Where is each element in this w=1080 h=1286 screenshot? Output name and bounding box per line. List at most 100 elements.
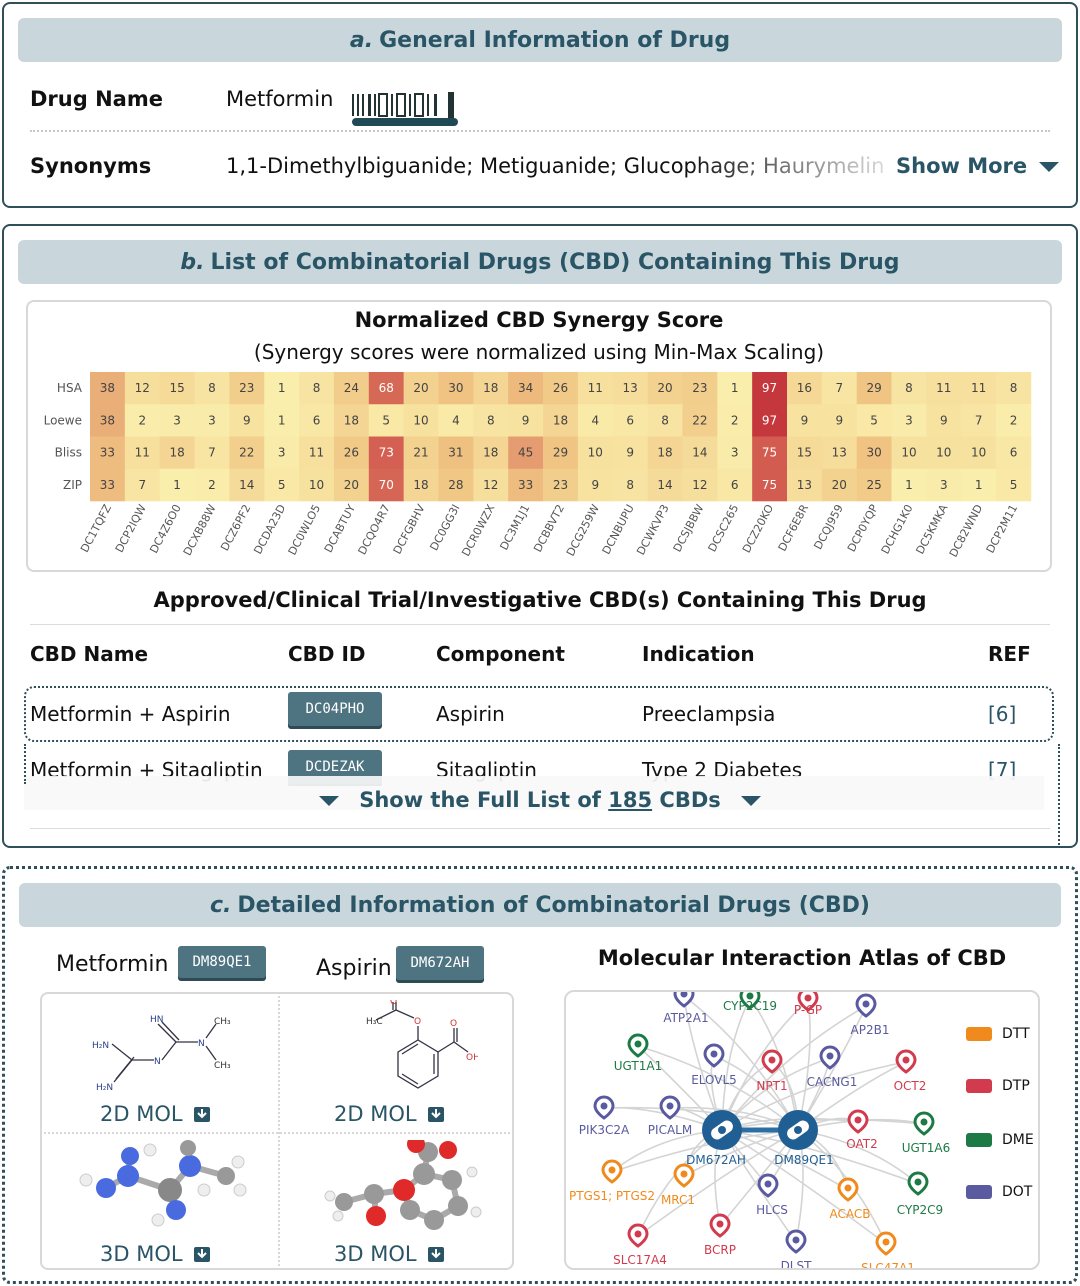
drug2-id-badge[interactable]: DM672AH [396, 946, 484, 980]
heatmap-cell[interactable] [368, 404, 404, 437]
heatmap-cell[interactable] [403, 404, 439, 437]
heatmap-cell[interactable] [961, 372, 997, 405]
heatmap-cell[interactable] [229, 436, 265, 470]
heatmap-cell[interactable] [577, 468, 614, 502]
drug1-id-badge[interactable]: DM89QE1 [178, 946, 266, 978]
heatmap-cell[interactable] [682, 468, 718, 502]
heatmap-cell[interactable] [473, 404, 509, 437]
drug-center-node[interactable]: DM672AH [686, 1110, 746, 1167]
heatmap-cell[interactable] [752, 404, 788, 437]
heatmap-cell[interactable] [926, 404, 962, 437]
heatmap-cell[interactable] [508, 468, 544, 502]
heatmap-cell[interactable] [508, 372, 544, 405]
target-node[interactable]: UGT1A6 [902, 1111, 950, 1155]
heatmap-cell[interactable] [787, 436, 823, 470]
heatmap-cell[interactable] [856, 404, 892, 437]
heatmap-cell[interactable] [891, 404, 927, 437]
table-row[interactable]: Metformin + Aspirin DC04PHO Aspirin Pree… [24, 686, 1054, 742]
heatmap-cell[interactable] [194, 372, 230, 405]
heatmap-cell[interactable] [159, 404, 195, 437]
target-node[interactable]: P-GP [794, 992, 822, 1017]
heatmap-cell[interactable] [90, 468, 126, 502]
target-node[interactable]: ACACB [830, 1177, 871, 1221]
heatmap-cell[interactable] [508, 436, 544, 470]
heatmap-cell[interactable] [821, 468, 857, 502]
metformin-3d-mol-link[interactable]: 3D MOL [100, 1242, 211, 1266]
metformin-2d-mol-link[interactable]: 2D MOL [100, 1102, 211, 1126]
target-node[interactable]: CYP2C9 [897, 1171, 943, 1217]
heatmap-cell[interactable] [647, 468, 683, 502]
heatmap-cell[interactable] [612, 436, 648, 470]
heatmap-cell[interactable] [996, 404, 1032, 437]
heatmap-cell[interactable] [124, 468, 160, 502]
heatmap-cell[interactable] [996, 372, 1032, 405]
target-node[interactable]: SLC17A4 [613, 1223, 667, 1267]
target-node[interactable]: ATP2A1 [663, 992, 709, 1025]
target-node[interactable]: SLC47A1 [861, 1231, 915, 1268]
heatmap-cell[interactable] [438, 468, 474, 502]
show-more-synonyms-button[interactable]: Show More [896, 154, 1060, 178]
aspirin-2d-mol-link[interactable]: 2D MOL [334, 1102, 445, 1126]
heatmap-cell[interactable] [403, 436, 439, 470]
heatmap-cell[interactable] [682, 372, 718, 405]
heatmap-cell[interactable] [403, 372, 439, 405]
heatmap-cell[interactable] [856, 468, 892, 502]
heatmap-cell[interactable] [787, 468, 823, 502]
heatmap-cell[interactable] [229, 404, 265, 437]
reference-link[interactable]: [6] [988, 702, 1017, 726]
heatmap-cell[interactable] [717, 468, 753, 502]
heatmap-cell[interactable] [299, 404, 335, 437]
show-full-list-button[interactable]: Show the Full List of 185 CBDs [0, 788, 1080, 812]
target-node[interactable]: OAT2 [846, 1109, 878, 1151]
heatmap-cell[interactable] [682, 404, 718, 437]
heatmap-cell[interactable] [299, 436, 335, 470]
heatmap-cell[interactable] [229, 372, 265, 405]
heatmap-cell[interactable] [438, 436, 474, 470]
heatmap-cell[interactable] [159, 436, 195, 470]
heatmap-cell[interactable] [159, 372, 195, 405]
heatmap-cell[interactable] [124, 404, 160, 437]
heatmap-cell[interactable] [333, 372, 370, 405]
heatmap-cell[interactable] [926, 436, 962, 470]
heatmap-cell[interactable] [543, 404, 579, 437]
heatmap-cell[interactable] [961, 436, 997, 470]
heatmap-cell[interactable] [961, 468, 997, 502]
target-node[interactable]: OCT2 [894, 1049, 927, 1093]
heatmap-cell[interactable] [368, 436, 404, 470]
heatmap-cell[interactable] [717, 404, 753, 437]
heatmap-cell[interactable] [752, 436, 788, 470]
heatmap-cell[interactable] [612, 372, 648, 405]
heatmap-cell[interactable] [90, 436, 126, 470]
heatmap-cell[interactable] [543, 436, 579, 470]
heatmap-cell[interactable] [473, 436, 509, 470]
heatmap-cell[interactable] [90, 404, 126, 437]
heatmap-cell[interactable] [438, 404, 474, 437]
heatmap-cell[interactable] [612, 404, 648, 437]
heatmap-cell[interactable] [159, 468, 195, 502]
heatmap-cell[interactable] [403, 468, 439, 502]
heatmap-cell[interactable] [577, 436, 614, 470]
heatmap-cell[interactable] [368, 372, 404, 405]
target-node[interactable]: AP2B1 [851, 993, 890, 1037]
heatmap-cell[interactable] [124, 436, 160, 470]
heatmap-cell[interactable] [194, 436, 230, 470]
heatmap-cell[interactable] [996, 468, 1032, 502]
heatmap-cell[interactable] [612, 468, 648, 502]
heatmap-cell[interactable] [264, 404, 300, 437]
target-node[interactable]: BCRP [704, 1213, 736, 1257]
heatmap-cell[interactable] [299, 468, 335, 502]
heatmap-cell[interactable] [647, 436, 683, 470]
heatmap-cell[interactable] [891, 436, 927, 470]
target-node[interactable]: ELOVL5 [691, 1043, 737, 1087]
heatmap-cell[interactable] [821, 404, 857, 437]
heatmap-cell[interactable] [508, 404, 544, 437]
heatmap-cell[interactable] [821, 372, 857, 405]
heatmap-cell[interactable] [821, 436, 857, 470]
heatmap-cell[interactable] [891, 468, 927, 502]
heatmap-cell[interactable] [299, 372, 335, 405]
heatmap-cell[interactable] [647, 372, 683, 405]
heatmap-cell[interactable] [787, 404, 823, 437]
target-node[interactable]: PICALM [648, 1095, 692, 1137]
target-node[interactable]: HLCS [756, 1173, 788, 1217]
heatmap-cell[interactable] [333, 404, 370, 437]
